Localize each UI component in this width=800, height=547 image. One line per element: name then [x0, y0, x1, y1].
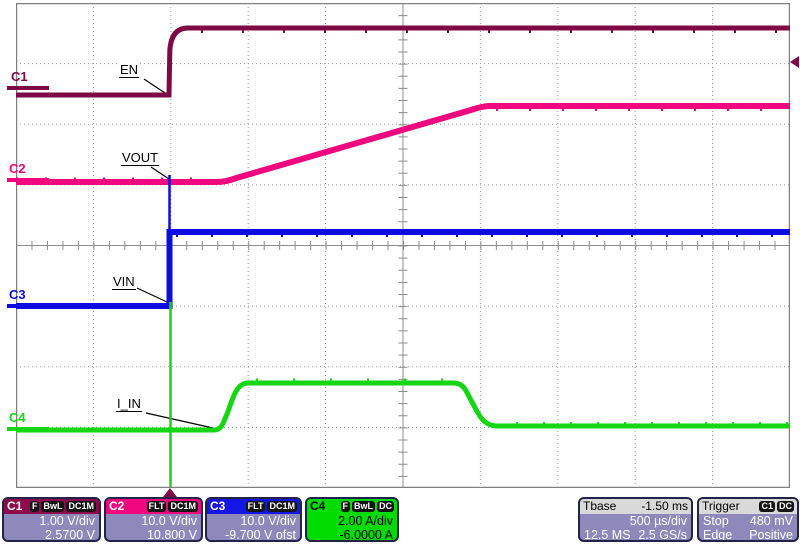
c4-coupling-badge: DC: [377, 501, 394, 512]
timebase-rate: 2.5 GS/s: [638, 528, 687, 542]
c2-position-marker-icon[interactable]: [7, 178, 49, 182]
c1-filter-badge: F: [29, 501, 40, 512]
c2-id: C2: [109, 499, 125, 513]
c3-coupling-badge: DC1M: [267, 501, 297, 512]
c3-offset: -9.700 V ofst: [225, 528, 296, 542]
timebase-title: Tbase: [583, 499, 617, 513]
timebase-scale: 500 µs/div: [629, 514, 687, 528]
timebase-header: Tbase -1.50 ms: [580, 499, 691, 514]
c1-id: C1: [7, 499, 23, 513]
c1-scale: 1.00 V/div: [39, 514, 95, 528]
trace-c3-vin: [16, 229, 790, 309]
trigger-time-marker-icon[interactable]: [163, 488, 177, 497]
trigger-title: Trigger: [702, 499, 740, 513]
trigger-slope: Positive: [749, 528, 793, 542]
trigger-source-badge: C1: [759, 501, 775, 512]
channel-descriptor-c2[interactable]: C2 FLT DC1M 10.0 V/div 10.800 V: [104, 497, 203, 542]
c4-filter-badge: F: [340, 501, 350, 512]
waveform-plot: [16, 3, 790, 488]
c4-bwl-badge: BwL: [352, 501, 375, 512]
c4-position-label: C4: [9, 410, 26, 425]
channel-descriptor-c3[interactable]: C3 FLT DC1M 10.0 V/div -9.700 V ofst: [205, 497, 302, 542]
trace-c4-iin: [16, 380, 790, 433]
c1-offset: 2.5700 V: [44, 528, 95, 542]
c4-header: C4 F BwL DC: [307, 499, 397, 514]
c3-scale: 10.0 V/div: [240, 514, 296, 528]
timebase-delay: -1.50 ms: [641, 499, 688, 513]
trace-c2-vout: [16, 103, 790, 185]
grid-center-axes: [16, 3, 790, 488]
c1-position-marker-icon[interactable]: [7, 86, 49, 90]
graticule-and-traces: [16, 3, 790, 488]
trigger-header: Trigger C1 DC: [699, 499, 797, 514]
trigger-level-marker-icon[interactable]: [790, 56, 799, 68]
trigger-level: 480 mV: [749, 514, 793, 528]
label-pointer-lines: [136, 78, 214, 429]
c1-bwl-badge: BwL: [41, 501, 65, 512]
c4-id: C4: [310, 499, 326, 513]
c3-id: C3: [210, 499, 226, 513]
channel-descriptor-c1[interactable]: C1 F BwL DC1M 1.00 V/div 2.5700 V: [2, 497, 101, 542]
timebase-panel[interactable]: Tbase -1.50 ms 500 µs/div 12.5 MS 2.5 GS…: [578, 497, 693, 542]
c4-position-marker-icon[interactable]: [7, 427, 49, 431]
trigger-coupling-badge: DC: [777, 501, 794, 512]
c3-filter-badge: FLT: [245, 501, 266, 512]
c2-filter-badge: FLT: [146, 501, 167, 512]
c2-coupling-badge: DC1M: [168, 501, 198, 512]
c4-scale: 2.00 A/div: [338, 514, 393, 528]
c1-position-label: C1: [11, 69, 28, 84]
annotation-vin: VIN: [112, 274, 136, 290]
annotation-iin: I_IN: [116, 396, 142, 412]
c3-position-marker-icon[interactable]: [7, 304, 49, 308]
grid-border: [16, 3, 790, 488]
annotation-vout: VOUT: [121, 150, 160, 166]
trigger-mode: Stop: [703, 514, 729, 528]
trigger-type: Edge: [703, 528, 733, 542]
c1-header: C1 F BwL DC1M: [4, 499, 99, 514]
c2-position-label: C2: [9, 161, 26, 176]
c2-header: C2 FLT DC1M: [106, 499, 201, 514]
c1-coupling-badge: DC1M: [66, 501, 96, 512]
c4-offset: -6.0000 A: [339, 528, 393, 542]
trigger-panel[interactable]: Trigger C1 DC Stop 480 mV Edge Positive: [697, 497, 799, 542]
c2-offset: 10.800 V: [146, 528, 197, 542]
timebase-samples: 12.5 MS: [584, 528, 631, 542]
c3-position-label: C3: [9, 287, 26, 302]
trace-c1-en: [16, 25, 790, 98]
c2-scale: 10.0 V/div: [141, 514, 197, 528]
c3-header: C3 FLT DC1M: [207, 499, 300, 514]
annotation-en: EN: [119, 62, 140, 78]
channel-descriptor-c4[interactable]: C4 F BwL DC 2.00 A/div -6.0000 A: [305, 497, 399, 542]
